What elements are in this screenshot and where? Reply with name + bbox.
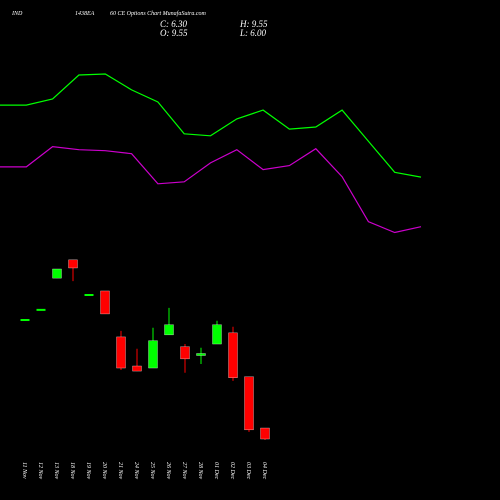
low-label: L: 6.00 (239, 28, 267, 38)
x-tick-label: 20 Nov (101, 462, 107, 480)
overlay-line (0, 145, 422, 234)
x-tick-label: 26 Nov (165, 462, 171, 480)
title-code: 1438EA (75, 10, 95, 17)
candle-body (52, 268, 62, 279)
x-tick-label: 01 Dec (213, 462, 219, 479)
candle-body (36, 308, 46, 311)
overlay-line (0, 73, 422, 178)
candle-body (228, 332, 238, 378)
candle-body (20, 319, 30, 322)
open-label: O: 9.55 (160, 28, 188, 38)
close-label: C: 6.30 (160, 19, 188, 29)
x-tick-label: 28 Nov (197, 462, 203, 480)
candle-body (244, 376, 254, 431)
x-tick-label: 11 Nov (21, 462, 27, 479)
x-tick-label: 27 Nov (181, 462, 187, 480)
x-tick-label: 13 Nov (53, 462, 59, 480)
x-tick-label: 04 Dec (261, 462, 268, 479)
candle-body (180, 346, 190, 360)
candle-body (212, 324, 222, 345)
x-tick-label: 02 Dec (229, 462, 235, 479)
x-tick-label: 21 Nov (117, 462, 123, 480)
x-tick-label: 24 Nov (133, 462, 140, 480)
high-label: H: 9.55 (239, 19, 268, 29)
x-tick-label: 19 Nov (85, 462, 91, 480)
candle-body (68, 259, 78, 269)
x-tick-label: 12 Nov (37, 462, 43, 480)
candle-body (148, 340, 158, 369)
candle-body (116, 336, 126, 369)
candle-body (260, 427, 270, 440)
candle-body (100, 290, 110, 315)
title-symbol: IND (11, 11, 23, 17)
candle-body (132, 365, 142, 372)
candle-body (164, 324, 174, 336)
x-tick-label: 18 Nov (69, 462, 75, 480)
x-tick-label: 25 Nov (149, 462, 155, 480)
candle-body (196, 353, 206, 356)
candle-body (84, 294, 94, 297)
title-text: 60 CE Options Chart MunafaSutra.com (110, 10, 207, 17)
x-tick-label: 03 Dec (245, 462, 251, 479)
